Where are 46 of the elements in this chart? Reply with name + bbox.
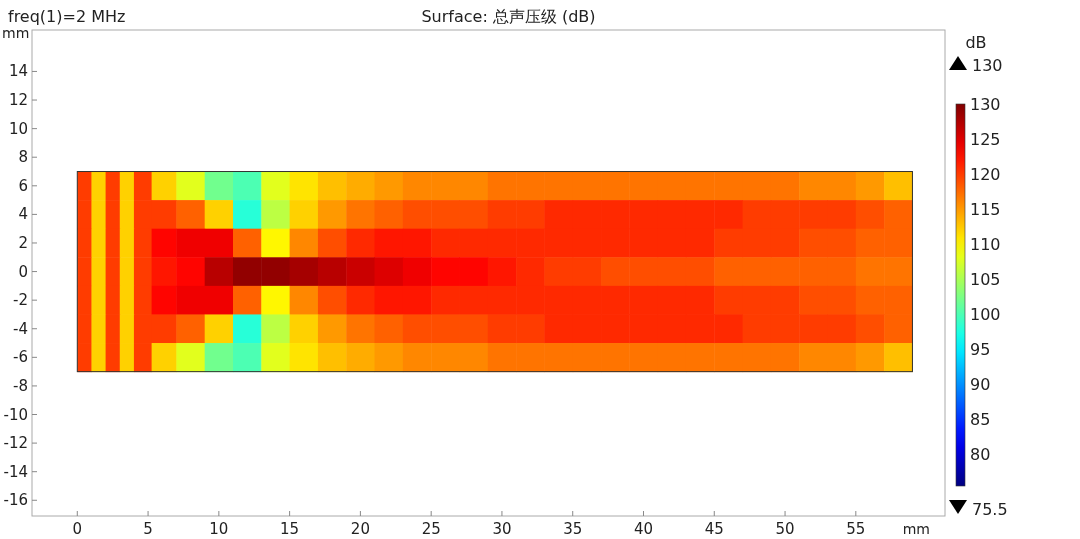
color-bar-label: 125 — [970, 130, 1001, 150]
color-bar-label: 85 — [970, 410, 991, 430]
y-tick-label: 2 — [18, 233, 28, 252]
chart-title: Surface: 总声压级 (dB) — [421, 7, 596, 26]
x-tick-label: 15 — [280, 520, 300, 538]
x-tick-label: 25 — [421, 520, 441, 538]
y-tick-label: 8 — [18, 148, 28, 167]
text: 75.5 — [972, 500, 1008, 519]
text: 130 — [972, 56, 1003, 75]
color-bar-label: 120 — [970, 165, 1001, 185]
color-bar-label: 100 — [970, 305, 1001, 325]
color-bar-label: 105 — [970, 270, 1001, 290]
y-tick-label: 10 — [8, 119, 28, 138]
x-tick-label: 40 — [633, 520, 654, 538]
x-tick-label: 30 — [492, 520, 512, 538]
color-bar-label: 110 — [970, 235, 1001, 255]
color-bar-label: 90 — [970, 375, 991, 395]
y-tick-label: -2 — [13, 291, 28, 310]
color-bar-label: 95 — [970, 340, 991, 360]
x-axis-title: mm — [902, 521, 930, 537]
y-tick-label: -8 — [13, 376, 28, 395]
color-bar-title: dB — [965, 33, 987, 52]
y-tick-label: -6 — [13, 348, 28, 367]
y-tick-label: 4 — [18, 205, 28, 224]
y-tick-label: -4 — [13, 319, 28, 338]
x-tick-label: 0 — [72, 520, 83, 538]
y-tick-label: -12 — [3, 434, 28, 453]
y-axis-title: mm — [2, 25, 30, 41]
color-bar-label: 130 — [970, 95, 1001, 114]
y-tick-label: -14 — [3, 462, 28, 481]
text: freq(1)=2 MHz — [8, 7, 126, 26]
x-tick-label: 35 — [563, 520, 583, 538]
x-tick-label: 45 — [704, 520, 724, 538]
y-tick-label: 14 — [8, 62, 28, 81]
color-bar-label: 80 — [970, 445, 991, 465]
x-tick-label: 20 — [350, 520, 370, 538]
y-tick-label: -16 — [3, 491, 28, 510]
x-tick-label: 5 — [143, 520, 153, 538]
y-tick-label: 12 — [8, 91, 28, 110]
x-tick-label: 55 — [846, 520, 866, 538]
y-tick-label: 6 — [18, 176, 28, 195]
y-tick-label: -10 — [3, 405, 28, 424]
x-tick-label: 50 — [775, 520, 795, 538]
color-bar-label: 115 — [970, 200, 1001, 220]
x-tick-label: 10 — [209, 520, 229, 538]
y-tick-label: 0 — [18, 262, 28, 281]
